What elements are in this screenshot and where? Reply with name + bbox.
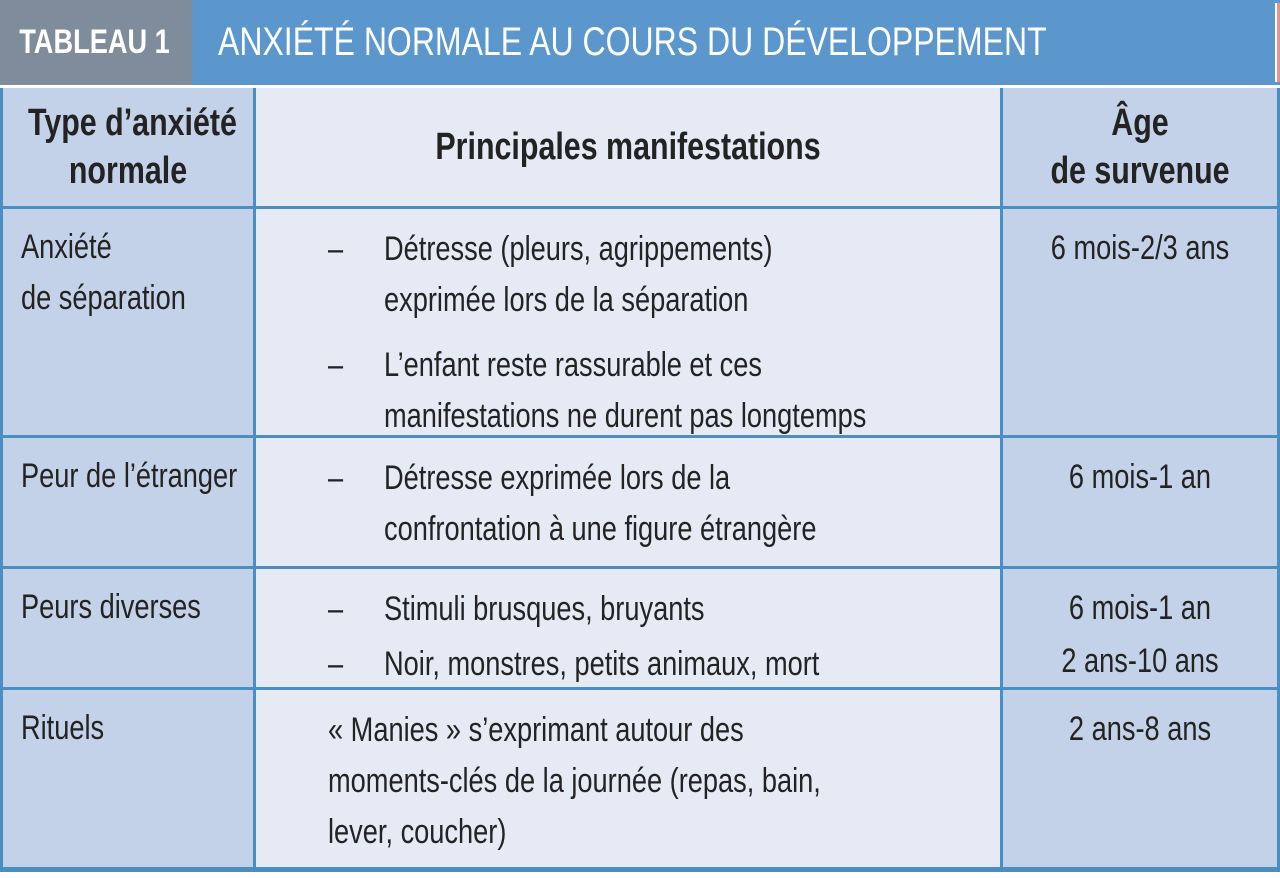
type-text: Peurs diverses bbox=[21, 588, 201, 626]
age-text: 6 mois-2/3 ans bbox=[1050, 229, 1230, 267]
manifestation-item: – Noir, monstres, petits animaux, mort bbox=[328, 639, 992, 687]
dash-bullet: – bbox=[328, 459, 344, 497]
manifestation-item: – Détresse exprimée lors de la confronta… bbox=[328, 453, 992, 555]
manifestations-cell: – Détresse exprimée lors de la confronta… bbox=[256, 438, 1000, 566]
age-cell: 6 mois-2/3 ans bbox=[1003, 209, 1277, 435]
type-cell: Anxiété de séparation bbox=[3, 209, 253, 435]
manifestations-cell: « Manies » s’exprimant autour des moment… bbox=[256, 690, 1000, 867]
table-title-bar: TABLEAU 1 ANXIÉTÉ NORMALE AU COURS DU DÉ… bbox=[0, 0, 1280, 85]
manifestation-text: Noir, monstres, petits animaux, mort bbox=[384, 645, 820, 683]
type-text: Anxiété de séparation bbox=[21, 228, 186, 317]
page-edge-sliver bbox=[1275, 3, 1280, 82]
table-title-band: ANXIÉTÉ NORMALE AU COURS DU DÉVELOPPEMEN… bbox=[192, 0, 1280, 85]
manifestations-cell: – Stimuli brusques, bruyants – Noir, mon… bbox=[256, 569, 1000, 687]
type-text: Rituels bbox=[21, 709, 105, 747]
age-text: 6 mois-1 an bbox=[1068, 458, 1212, 496]
age-cell: 6 mois-1 an bbox=[1003, 438, 1277, 566]
table-title-text: ANXIÉTÉ NORMALE AU COURS DU DÉVELOPPEMEN… bbox=[218, 20, 1047, 64]
age-text: 6 mois-1 an 2 ans-10 ans bbox=[1061, 589, 1219, 680]
table-number-tag: TABLEAU 1 bbox=[0, 0, 192, 85]
manifestation-item: – Stimuli brusques, bruyants bbox=[328, 584, 992, 635]
dash-bullet: – bbox=[328, 645, 344, 683]
dash-bullet: – bbox=[328, 590, 344, 628]
column-header-age: Âge de survenue bbox=[1003, 88, 1277, 206]
dash-bullet: – bbox=[328, 346, 344, 384]
manifestation-item: – Détresse (pleurs, agrippements) exprim… bbox=[328, 224, 992, 326]
manifestation-item: – L’enfant reste rassurable et ces manif… bbox=[328, 340, 992, 435]
manifestations-cell: – Détresse (pleurs, agrippements) exprim… bbox=[256, 209, 1000, 435]
column-header-manifestations-label: Principales manifestations bbox=[435, 125, 821, 168]
type-cell: Rituels bbox=[3, 690, 253, 867]
type-text: Peur de l’étranger bbox=[21, 457, 238, 495]
table-number-label: TABLEAU 1 bbox=[19, 23, 170, 61]
column-header-manifestations: Principales manifestations bbox=[256, 88, 1000, 206]
manifestation-item: « Manies » s’exprimant autour des moment… bbox=[328, 705, 992, 858]
age-cell: 6 mois-1 an 2 ans-10 ans bbox=[1003, 569, 1277, 687]
dash-bullet: – bbox=[328, 230, 344, 268]
manifestation-text: Détresse exprimée lors de la confrontati… bbox=[384, 459, 817, 548]
type-cell: Peurs diverses bbox=[3, 569, 253, 687]
manifestation-text: L’enfant reste rassurable et ces manifes… bbox=[384, 346, 867, 435]
manifestation-text: « Manies » s’exprimant autour des moment… bbox=[328, 711, 821, 851]
age-text: 2 ans-8 ans bbox=[1068, 710, 1212, 748]
manifestation-text: Détresse (pleurs, agrippements) exprimée… bbox=[384, 230, 773, 319]
type-cell: Peur de l’étranger bbox=[3, 438, 253, 566]
column-header-age-label: Âge de survenue bbox=[1050, 101, 1230, 192]
manifestation-text: Stimuli brusques, bruyants bbox=[384, 590, 705, 628]
column-header-type-label: Type d’anxiété normale bbox=[28, 101, 237, 192]
anxiety-development-table: Type d’anxiété normale Principales manif… bbox=[0, 88, 1280, 872]
age-cell: 2 ans-8 ans bbox=[1003, 690, 1277, 867]
column-header-type: Type d’anxiété normale bbox=[3, 88, 253, 206]
